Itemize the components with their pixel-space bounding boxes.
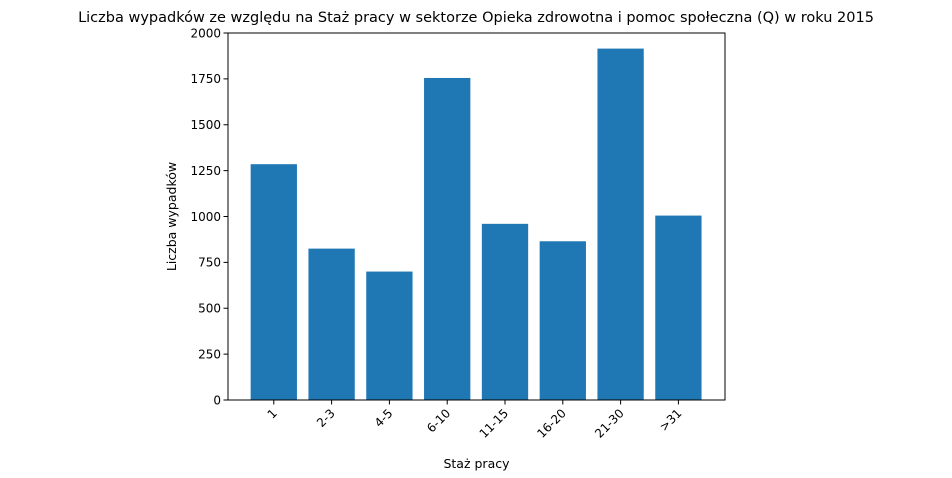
bars-group [250, 48, 702, 401]
bar-6-10 [424, 77, 471, 401]
x-tick-label: >31 [657, 406, 685, 434]
y-axis-label: Liczba wypadków [164, 162, 179, 271]
bar-2-3 [308, 248, 355, 400]
bar->31 [655, 215, 702, 400]
y-axis: 0 250 500 750 1000 1250 1500 1750 2000 [190, 26, 228, 407]
y-tick-label: 1000 [190, 210, 221, 224]
x-tick-label: 1 [265, 406, 280, 421]
x-axis-label: Staż pracy [443, 456, 510, 471]
y-tick-label: 2000 [190, 26, 221, 40]
y-tick-label: 1250 [190, 164, 221, 178]
x-axis: 1 2-3 4-5 6-10 11-15 16-20 21-30 >31 [265, 400, 685, 441]
chart-title: Liczba wypadków ze względu na Staż pracy… [78, 10, 874, 26]
y-tick-label: 1750 [190, 72, 221, 86]
x-tick-label: 16-20 [534, 406, 569, 441]
x-tick-label: 6-10 [424, 406, 453, 435]
bar-1 [250, 164, 297, 400]
y-tick-label: 0 [213, 393, 221, 407]
bar-4-5 [366, 271, 413, 400]
x-tick-label: 21-30 [592, 406, 627, 441]
bar-21-30 [597, 48, 644, 400]
x-tick-label: 2-3 [314, 406, 338, 430]
y-tick-label: 250 [198, 347, 221, 361]
y-tick-label: 750 [198, 256, 221, 270]
x-tick-label: 11-15 [477, 406, 512, 441]
plot-frame [227, 32, 726, 401]
bar-11-15 [481, 223, 529, 400]
x-tick-label: 4-5 [372, 406, 396, 430]
y-tick-label: 1500 [190, 118, 221, 132]
y-tick-label: 500 [198, 302, 221, 316]
bar-16-20 [539, 241, 586, 400]
